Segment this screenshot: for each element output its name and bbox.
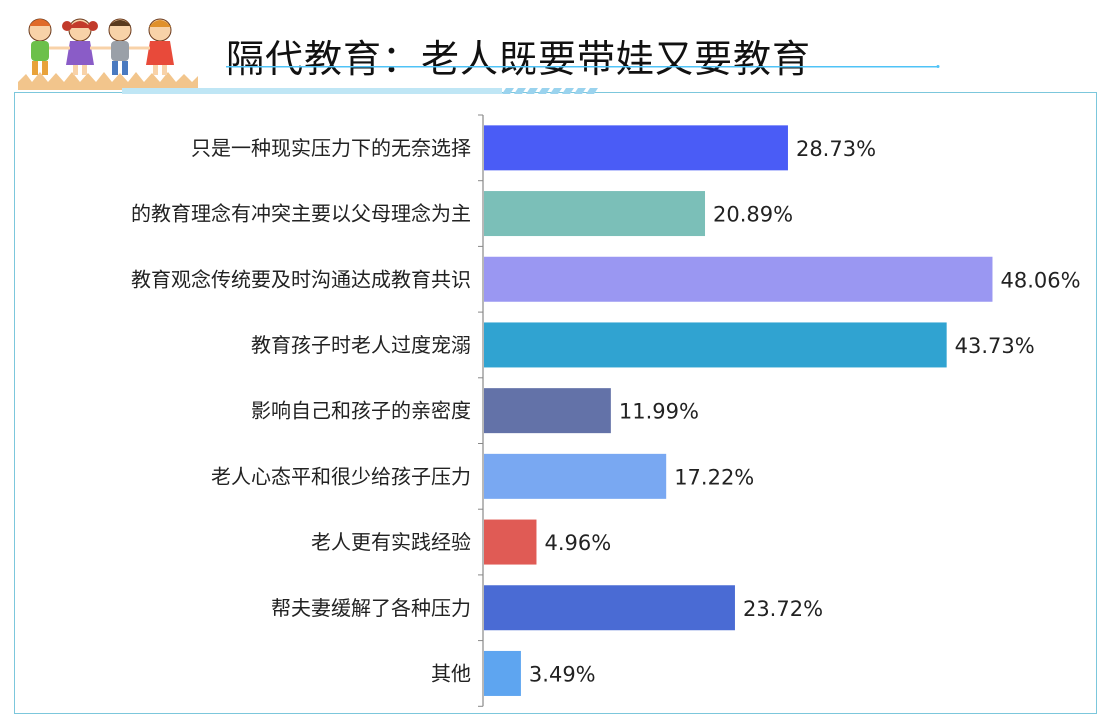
page-title: 隔代教育：老人既要带娃又要教育	[226, 37, 812, 81]
y-axis-ticks	[478, 114, 483, 707]
category-label: 帮夫妻缓解了各种压力	[271, 596, 471, 620]
bar	[484, 585, 735, 631]
category-label: 影响自己和孩子的亲密度	[251, 399, 471, 423]
category-label: 的教育理念有冲突主要以父母理念为主	[131, 202, 471, 226]
category-label: 其他	[431, 661, 471, 685]
value-label: 4.96%	[544, 531, 611, 555]
header: 隔代教育：老人既要带娃又要教育	[0, 0, 1111, 95]
bar	[484, 453, 667, 499]
bars-group	[484, 125, 993, 696]
value-label: 3.49%	[529, 662, 596, 686]
value-label: 23.72%	[743, 597, 823, 621]
category-label: 只是一种现实压力下的无奈选择	[191, 136, 471, 160]
category-labels: 只是一种现实压力下的无奈选择的教育理念有冲突主要以父母理念为主教育观念传统要及时…	[131, 136, 471, 686]
bar	[484, 519, 537, 565]
value-label: 28.73%	[796, 137, 876, 161]
bar	[484, 125, 788, 171]
category-label: 老人更有实践经验	[311, 530, 471, 554]
value-label: 48.06%	[1000, 268, 1080, 292]
category-label: 老人心态平和很少给孩子压力	[211, 464, 471, 488]
children-cartoon-icon	[18, 18, 198, 90]
bar	[484, 388, 611, 434]
bar	[484, 191, 706, 237]
value-labels: 28.73% 20.89% 48.06% 43.73% 11.99% 17.22% 4.96…	[529, 137, 1081, 687]
bar	[484, 650, 521, 696]
bar	[484, 256, 993, 302]
bar	[484, 322, 947, 368]
value-label: 43.73%	[955, 334, 1035, 358]
value-label: 17.22%	[674, 465, 754, 489]
decorative-stripe	[122, 88, 598, 94]
title-underline	[226, 65, 940, 68]
category-label: 教育孩子时老人过度宠溺	[251, 333, 471, 357]
category-label: 教育观念传统要及时沟通达成教育共识	[131, 267, 471, 291]
value-label: 20.89%	[713, 203, 793, 227]
value-label: 11.99%	[619, 400, 699, 424]
